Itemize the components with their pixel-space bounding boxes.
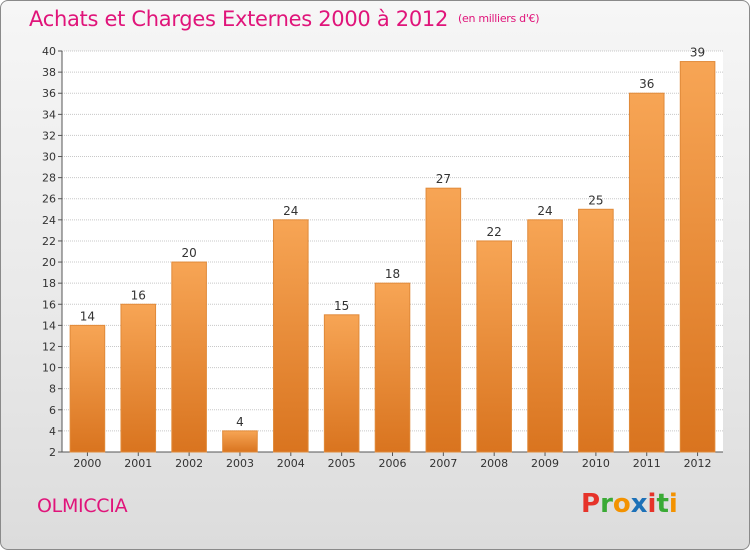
data-label-2012: 39 <box>690 46 705 60</box>
y-tick-label: 36 <box>42 87 56 100</box>
data-label-2011: 36 <box>639 77 654 91</box>
bar-2002 <box>171 261 207 453</box>
bar-2000 <box>69 324 106 453</box>
data-label-2007: 27 <box>436 172 451 186</box>
data-label-2006: 18 <box>385 267 400 281</box>
x-tick-label-2003: 2003 <box>226 457 254 470</box>
y-tick-label: 34 <box>42 108 56 121</box>
chart-unit: (en milliers d'€) <box>458 12 540 25</box>
x-tick-label-2004: 2004 <box>277 457 305 470</box>
bar-2007 <box>425 187 462 453</box>
y-tick-label: 24 <box>42 214 56 227</box>
x-tick-label-2011: 2011 <box>633 457 661 470</box>
y-tick-label: 8 <box>49 383 56 396</box>
logo-letter: P <box>581 489 601 519</box>
y-tick-label: 26 <box>42 193 56 206</box>
y-tick-label: 2 <box>49 446 56 459</box>
y-tick-label: 32 <box>42 129 56 142</box>
bar-2011 <box>628 92 665 453</box>
chart-title-text: Achats et Charges Externes 2000 à 2012 <box>29 7 449 31</box>
bar-2003 <box>222 430 258 453</box>
data-labels: 14 16 20 4 24 15 18 27 22 24 25 36 39 <box>80 46 705 429</box>
data-label-2001: 16 <box>131 288 146 302</box>
bar-2010 <box>578 208 614 453</box>
bar-2012 <box>679 61 716 453</box>
logo-letter: x <box>630 489 648 519</box>
data-label-2002: 20 <box>181 246 196 260</box>
proxiti-logo[interactable]: Proxiti <box>581 489 678 519</box>
x-tick-label-2007: 2007 <box>429 457 457 470</box>
data-label-2005: 15 <box>334 299 349 313</box>
bar-2005 <box>323 314 360 453</box>
bar-2001 <box>120 303 157 453</box>
y-tick-label: 14 <box>42 319 56 332</box>
logo-letter: i <box>647 489 657 519</box>
x-tick-label-2005: 2005 <box>328 457 356 470</box>
x-tick-label-2006: 2006 <box>379 457 407 470</box>
y-tick-label: 4 <box>49 425 56 438</box>
bar-2004 <box>273 219 309 453</box>
bar-2009 <box>527 219 563 453</box>
commune-name: OLMICCIA <box>37 495 128 517</box>
x-tick-label-2009: 2009 <box>531 457 559 470</box>
chart-title: Achats et Charges Externes 2000 à 2012 (e… <box>29 7 540 31</box>
x-tick-label-2008: 2008 <box>480 457 508 470</box>
x-tick-label-2001: 2001 <box>124 457 152 470</box>
data-label-2000: 14 <box>80 309 95 323</box>
data-label-2003: 4 <box>236 415 244 429</box>
x-tick-label-2010: 2010 <box>582 457 610 470</box>
bar-2008 <box>476 240 512 453</box>
y-tick-label: 40 <box>42 45 56 58</box>
data-label-2009: 24 <box>537 204 552 218</box>
y-tick-label: 22 <box>42 235 56 248</box>
data-label-2004: 24 <box>283 204 298 218</box>
bars <box>69 61 716 453</box>
data-label-2010: 25 <box>588 193 603 207</box>
bar-2006 <box>374 282 411 453</box>
data-label-2008: 22 <box>487 225 502 239</box>
x-tick-label-2012: 2012 <box>684 457 712 470</box>
x-tick-label-2000: 2000 <box>73 457 101 470</box>
logo-letter: r <box>600 489 613 519</box>
y-tick-label: 38 <box>42 66 56 79</box>
logo-letter: o <box>612 489 631 519</box>
y-tick-label: 20 <box>42 256 56 269</box>
y-tick-label: 10 <box>42 362 56 375</box>
y-tick-label: 18 <box>42 277 56 290</box>
y-tick-label: 30 <box>42 151 56 164</box>
y-tick-label: 16 <box>42 298 56 311</box>
y-tick-label: 6 <box>49 404 56 417</box>
logo-letter: i <box>668 489 678 519</box>
y-tick-label: 28 <box>42 172 56 185</box>
x-tick-label-2002: 2002 <box>175 457 203 470</box>
logo-letter: t <box>656 489 669 519</box>
y-tick-label: 12 <box>42 340 56 353</box>
